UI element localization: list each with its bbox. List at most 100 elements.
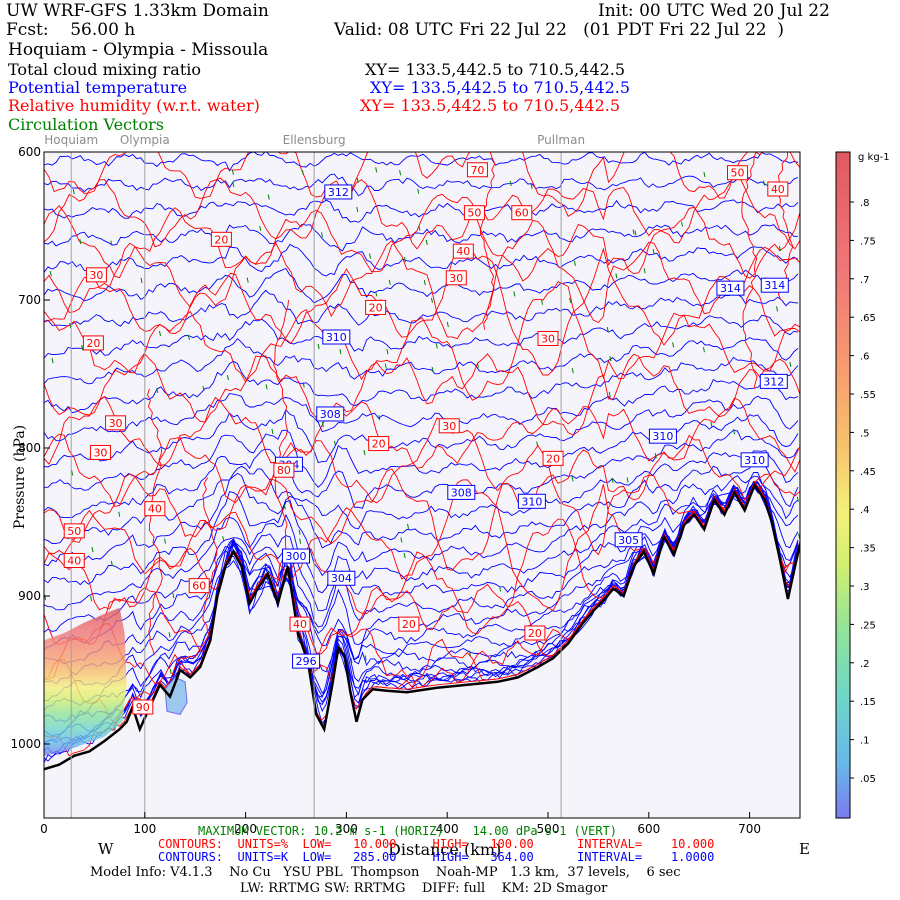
theta-label-box	[292, 653, 321, 669]
circulation-vector	[632, 229, 635, 235]
colorbar-tick-label: .05	[860, 774, 876, 785]
circulation-vector	[202, 385, 205, 391]
theta-contour-line	[44, 450, 799, 544]
circulation-vector	[363, 450, 366, 456]
circulation-vector	[169, 668, 172, 675]
circulation-vector	[159, 330, 162, 337]
circulation-vector	[110, 560, 113, 567]
rh-label: 80	[277, 464, 291, 477]
colorbar-tick-label: .1	[860, 736, 870, 747]
theta-label: 310	[521, 495, 542, 508]
circulation-vector	[431, 366, 434, 373]
model-info-text: Model Info: V4.1.3 No Cu YSU PBL Thompso…	[90, 865, 681, 880]
cloud-shading	[164, 676, 188, 715]
rh-label-box	[542, 450, 564, 466]
circulation-vector	[763, 180, 766, 186]
theta-label: 310	[744, 454, 765, 467]
rh-contour-line	[479, 152, 496, 330]
circulation-vector	[569, 297, 572, 303]
circulation-vector	[51, 358, 54, 364]
circulation-vector	[796, 496, 799, 502]
theta-label-box	[447, 484, 476, 500]
theta-contour-line	[44, 356, 799, 414]
plot-frame	[43, 151, 801, 819]
circulation-vector	[265, 384, 268, 390]
theta-contour-line	[44, 199, 799, 223]
theta-contour-line	[44, 487, 799, 685]
theta-contour-line	[44, 378, 799, 442]
colorbar-tick-label: .2	[860, 659, 870, 670]
circulation-vector	[172, 592, 175, 599]
rh-label: 20	[402, 618, 416, 631]
theta-contour-line	[44, 152, 799, 172]
east-label: E	[799, 840, 810, 858]
theta-label: 305	[618, 534, 639, 547]
circulation-vector	[608, 391, 611, 397]
circulation-vector	[430, 297, 433, 303]
theta-label: 312	[328, 186, 349, 199]
circulation-vector	[299, 538, 302, 544]
circulation-vector	[399, 170, 402, 176]
rh-label-box	[452, 243, 474, 259]
rh-label: 60	[515, 207, 529, 220]
rh-label: 20	[214, 233, 228, 246]
circulation-vector	[49, 270, 52, 277]
colorbar-tick-label: .7	[860, 275, 870, 286]
circulation-vector	[369, 253, 372, 259]
circulation-vector	[375, 167, 378, 173]
rh-contour-line	[44, 219, 800, 340]
rh-label-box	[89, 444, 111, 460]
theta-contour-line	[44, 337, 799, 385]
circulation-vector	[499, 586, 502, 592]
circulation-vector	[606, 327, 609, 333]
rh-label-box	[511, 205, 533, 221]
rh-contour-line	[44, 353, 800, 436]
y-tick-label: 900	[18, 589, 41, 603]
rh-label-box	[537, 330, 559, 346]
circulation-vector	[267, 194, 270, 200]
rh-label-box	[63, 523, 85, 539]
theta-label: 314	[764, 279, 785, 292]
circulation-vector	[778, 245, 781, 252]
rh-contour-line	[44, 444, 800, 571]
x-axis-title: Distance (km)	[388, 840, 502, 859]
field-theta-xy: XY= 133.5,442.5 to 710.5,442.5	[370, 78, 631, 97]
rh-label-box	[188, 578, 210, 594]
circulation-vector	[611, 477, 614, 483]
theta-label-box	[517, 493, 546, 509]
circulation-vector	[609, 356, 612, 362]
theta-label: 310	[652, 430, 673, 443]
circulation-vector	[403, 257, 406, 263]
x-tick-label: 500	[537, 822, 560, 836]
theta-label: 314	[720, 282, 741, 295]
model-info2-text: LW: RRTMG SW: RRTMG DIFF: full KM: 2D Sm…	[240, 881, 608, 896]
rh-contour-line	[44, 395, 800, 473]
rh-contour-line	[202, 477, 218, 638]
circulation-vector	[259, 225, 262, 232]
circulation-vector	[615, 273, 618, 279]
x-tick-label: 400	[436, 822, 459, 836]
theta-contour-line	[44, 173, 799, 197]
circulation-vector	[626, 477, 629, 483]
rh-label: 70	[470, 164, 484, 177]
theta-label: 308	[451, 486, 472, 499]
theta-label: 300	[286, 550, 307, 563]
theta-contour-line	[44, 485, 799, 633]
theta-contour-line	[44, 395, 799, 468]
rh-contour-line	[741, 152, 758, 389]
rh-contour-line	[146, 388, 163, 656]
circulation-vector	[232, 181, 235, 188]
colorbar-tick-label: .35	[860, 544, 876, 555]
x-tick-label: 200	[234, 822, 257, 836]
colorbar-tick-label: .75	[860, 236, 876, 247]
x-tick-label: 600	[637, 822, 660, 836]
circulation-vector	[789, 361, 792, 368]
circulation-vector	[776, 306, 779, 312]
theta-label-box	[759, 373, 788, 389]
circulation-vector	[356, 177, 359, 183]
rh-label-box	[85, 267, 107, 283]
circulation-vector	[375, 291, 378, 297]
rh-label-box	[398, 616, 420, 632]
theta-label-box	[316, 406, 345, 422]
rh-contour-line	[44, 175, 800, 250]
